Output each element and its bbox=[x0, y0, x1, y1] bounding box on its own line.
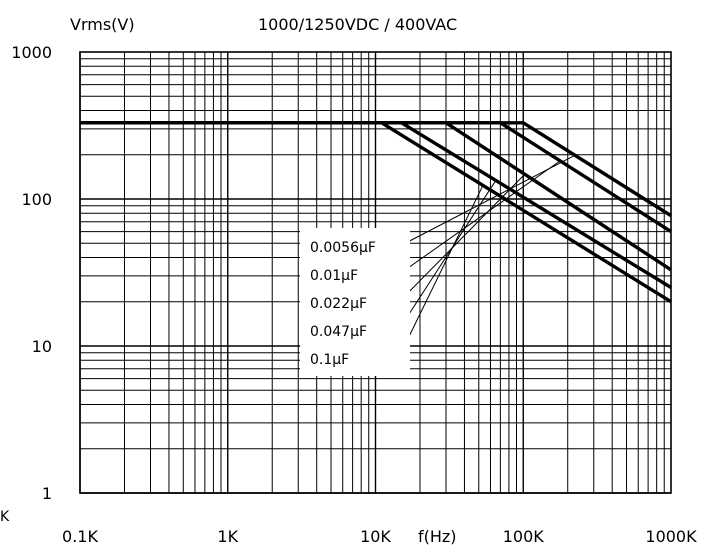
series-lines bbox=[80, 121, 672, 304]
x-tick-label: 10K bbox=[360, 527, 391, 545]
legend-leader-line bbox=[397, 173, 526, 304]
legend-label: 0.01μF bbox=[310, 268, 358, 284]
plot-frame bbox=[79, 51, 672, 494]
legend: 0.0056μF 0.01μF 0.022μF 0.047μF 0.1μF bbox=[310, 240, 376, 368]
y-tick-label: 1 bbox=[42, 484, 52, 503]
legend-label: 0.1μF bbox=[310, 352, 349, 368]
x-axis-label: f(Hz) bbox=[418, 527, 457, 545]
legend-label: 0.0056μF bbox=[310, 240, 376, 256]
chart-title: 1000/1250VDC / 400VAC bbox=[258, 15, 457, 34]
y-tick-label: 1000 bbox=[11, 43, 52, 62]
x-tick-label: 1000K bbox=[645, 527, 697, 545]
y-tick-label: 100 bbox=[21, 190, 52, 209]
x-tick-label: 1K bbox=[217, 527, 238, 545]
legend-leader-line bbox=[397, 160, 561, 276]
y-tick-label: 10 bbox=[32, 337, 52, 356]
plot-border bbox=[79, 51, 672, 494]
stray-k-label: K bbox=[0, 509, 10, 525]
series-line bbox=[80, 121, 672, 304]
legend-leader-line bbox=[397, 185, 484, 360]
legend-label: 0.022μF bbox=[310, 296, 367, 312]
tick-labels: 0.1K 1K 10K 100K 1000K 1 10 100 1000 bbox=[11, 43, 697, 545]
legend-box bbox=[300, 228, 410, 376]
y-axis-label: Vrms(V) bbox=[70, 15, 135, 34]
legend-leader-line bbox=[397, 180, 497, 332]
legend-leader-lines bbox=[397, 154, 576, 360]
x-tick-label: 100K bbox=[503, 527, 545, 545]
x-tick-label: 0.1K bbox=[62, 527, 98, 545]
legend-label: 0.047μF bbox=[310, 324, 367, 340]
